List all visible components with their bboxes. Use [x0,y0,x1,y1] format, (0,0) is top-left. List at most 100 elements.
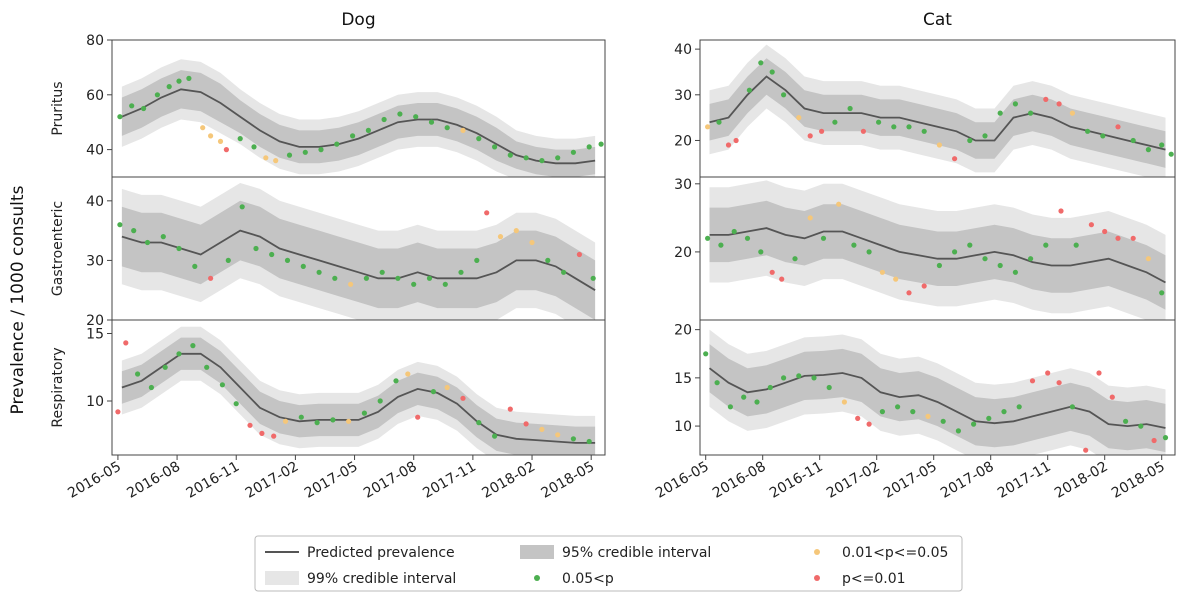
data-point [1123,418,1129,424]
data-point [208,133,214,139]
legend-item: 95% credible interval [520,545,711,561]
y-tick-label: 60 [86,88,104,104]
data-point [1115,235,1121,241]
panels-layer: 406080DogPruritus203040Cat203040Gastroen… [50,10,1176,456]
ci95-band [709,58,1166,168]
data-point [769,69,775,75]
data-point [263,155,269,161]
data-point [876,119,882,125]
data-point [300,263,306,269]
data-point [298,414,304,420]
data-point [332,275,338,281]
legend-dot-swatch [534,575,540,581]
data-point [1159,290,1165,296]
data-point [1028,256,1034,262]
data-point [851,242,857,248]
y-tick-label: 20 [86,313,104,329]
data-point [442,281,448,287]
data-point [836,201,842,207]
data-point [377,398,383,404]
data-point [779,276,785,282]
data-point [1100,133,1106,139]
data-point [223,147,229,153]
data-point [1151,437,1157,444]
data-point [1012,269,1019,275]
data-point [284,257,291,263]
data-point [758,249,764,255]
y-tick-label: 30 [674,88,692,104]
ci95-band [121,70,596,177]
data-point [819,128,825,134]
data-point [405,371,411,377]
y-tick-label: 80 [86,33,104,49]
y-tick-label: 30 [86,253,104,269]
data-point [444,125,450,131]
data-point [807,215,813,221]
legend-label: 0.05<p [562,571,614,587]
data-point [148,384,154,391]
data-point [131,228,137,234]
data-point [955,428,962,434]
data-point [314,420,320,426]
legend-frame [254,535,963,592]
data-point [1168,151,1174,157]
ci95-band [121,337,596,455]
y-tick-label: 20 [674,323,692,339]
data-point [497,234,504,240]
data-point [792,256,798,262]
legend-label: 99% credible interval [307,571,456,587]
data-point [570,436,577,442]
data-point [200,125,206,131]
data-point [397,111,403,117]
data-point [460,127,466,133]
legend: Predicted prevalence 95% credible interva… [254,535,963,592]
legend-label: 95% credible interval [562,545,711,561]
data-point [767,384,773,391]
data-point [233,401,239,407]
x-tick-label: 2018-05 [1109,459,1168,502]
data-point [492,433,498,439]
panel-1-0: 20 30 40 Gastroenteric [50,176,606,329]
predicted-line [121,352,596,444]
legend-item: 99% credible interval [265,571,456,587]
x-axes-layer: 2016-05 2016-08 2016-11 2017-02 2017-05 2017-… [65,455,1168,502]
x-tick-label: 2016-05 [65,459,124,502]
data-point [539,426,545,432]
data-point [1109,394,1115,400]
x-tick-label: 2016-11 [184,459,243,502]
data-point [741,394,747,400]
panel-plot-area [703,329,1169,455]
row-label: Respiratory [50,347,66,427]
data-point [570,149,577,155]
y-axis-label: Prevalence / 1000 consults [8,185,28,414]
data-point [217,138,224,144]
predicted-line [708,367,1166,429]
data-point [318,147,324,153]
data-point [1043,96,1049,102]
data-point [393,378,399,384]
data-point [855,415,861,421]
data-point [237,136,243,142]
panel-plot-area [117,183,596,320]
data-point [348,281,354,287]
data-point [982,133,988,139]
data-point [523,421,529,427]
x-tick-label: 2017-05 [881,459,940,502]
ci95-band [709,344,1166,453]
data-point [247,422,253,428]
data-point [415,414,421,420]
data-point [269,251,275,258]
data-point [529,239,535,246]
data-point [1130,235,1136,241]
data-point [1043,242,1049,248]
row-label: Pruritus [50,81,66,135]
data-point [952,156,958,162]
data-point [144,239,151,246]
data-point [811,375,817,381]
data-point [484,210,490,216]
x-tick-label: 2017-08 [938,459,997,502]
data-point [746,87,753,93]
data-point [820,235,827,241]
x-tick-label: 2017-02 [243,459,302,502]
